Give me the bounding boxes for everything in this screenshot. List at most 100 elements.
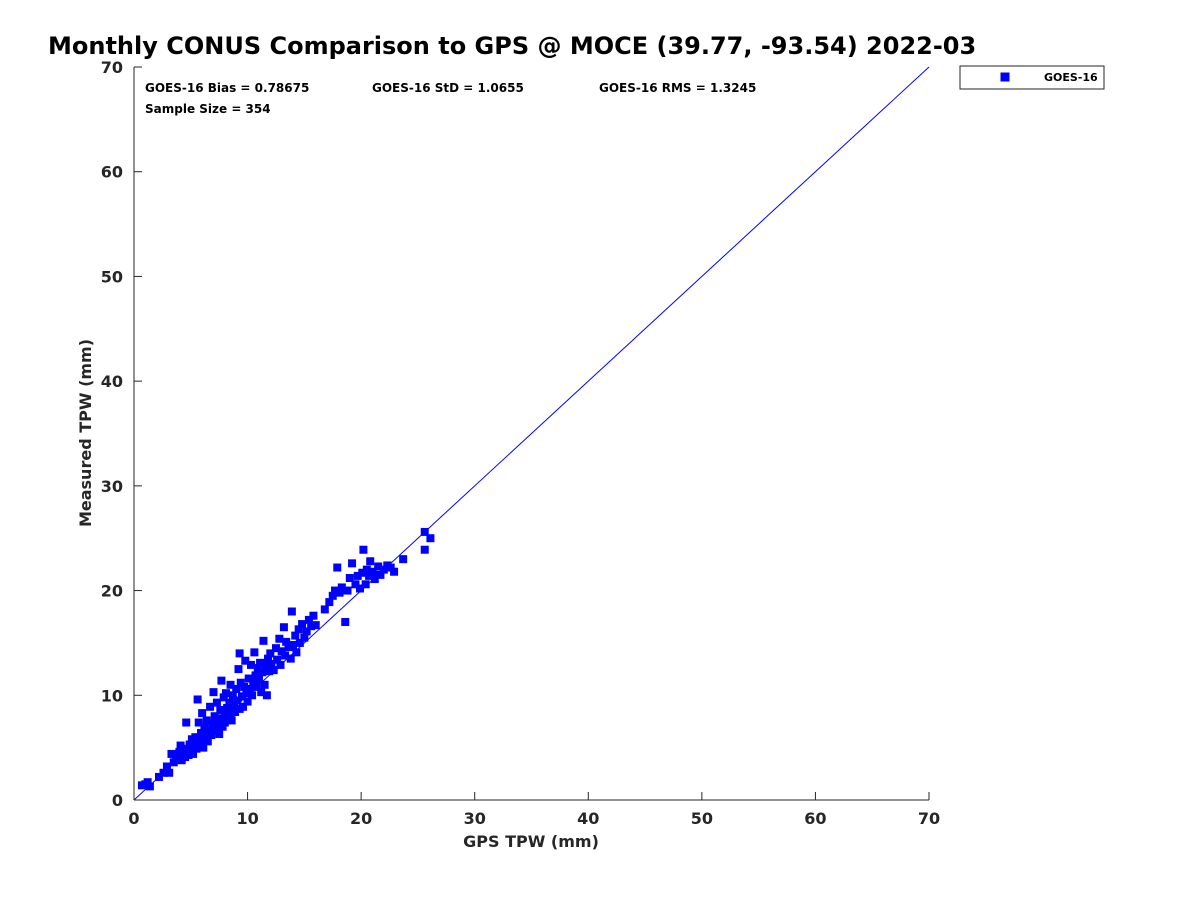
data-point [162,762,171,771]
data-point [226,680,235,689]
data-point [294,625,303,634]
data-point [143,778,152,787]
data-point [252,682,261,691]
data-point [250,648,259,657]
data-point [202,716,211,725]
y-tick-label: 60 [101,163,123,182]
std-stat: GOES-16 StD = 1.0655 [372,81,524,95]
data-point [167,749,176,758]
data-point [356,584,365,593]
data-point [365,571,374,580]
data-point [204,726,213,735]
data-point [236,678,245,687]
data-point [159,768,168,777]
y-tick-label: 70 [101,58,123,77]
data-point [309,611,318,620]
data-point [225,698,234,707]
data-point [300,633,309,642]
data-point [351,580,360,589]
y-axis-label: Measured TPW (mm) [76,339,95,527]
data-point [291,631,300,640]
data-point [362,565,371,574]
data-point [302,627,311,636]
data-point [217,676,226,685]
data-point [214,718,223,727]
one-to-one-line [133,66,930,801]
legend: GOES-16 [959,65,1105,90]
data-point [292,648,301,657]
data-point [320,605,329,614]
data-point [298,620,307,629]
data-point [231,708,240,717]
data-point [223,703,232,712]
data-point [281,651,290,660]
y-tick-label: 50 [101,267,123,286]
x-axis-label: GPS TPW (mm) [463,832,599,851]
data-point [374,562,383,571]
data-point [229,701,238,710]
data-point [194,718,203,727]
data-point [218,722,227,731]
data-point [295,638,304,647]
data-point [165,768,174,777]
data-point [251,671,260,680]
axes: 0 10 20 30 40 50 60 70 0 10 20 30 40 50 60 70 [101,58,940,828]
data-points [137,527,435,791]
x-tick-label: 0 [128,809,139,828]
data-point [331,586,340,595]
data-point [337,583,346,592]
data-point [257,688,266,697]
data-point [203,737,212,746]
x-tick-label: 40 [577,809,599,828]
data-point [206,702,215,711]
data-point [289,641,297,650]
data-point [269,666,278,675]
rms-stat: GOES-16 RMS = 1.3245 [599,81,756,95]
data-point [358,568,367,577]
data-point [245,685,254,694]
x-tick-label: 60 [804,809,826,828]
data-point [208,719,217,728]
data-point [267,659,276,668]
data-point [390,567,399,576]
data-point [333,563,342,572]
data-point [276,660,285,669]
y-tick-label: 0 [112,791,123,810]
data-point [261,661,270,670]
data-point [201,732,210,741]
data-point [282,637,291,646]
data-point [426,534,435,543]
data-point [258,668,267,677]
legend-label: GOES-16 [1044,71,1098,84]
data-point [191,733,200,742]
data-point [212,698,221,707]
data-point [287,607,296,616]
data-point [243,697,252,706]
data-point [304,615,313,624]
data-point [198,736,207,745]
data-point [189,749,198,758]
data-point [273,655,282,664]
data-point [209,688,218,697]
data-point [185,740,194,749]
data-point [376,570,385,579]
data-point [145,782,154,791]
x-tick-label: 30 [464,809,486,828]
y-tick-label: 20 [101,582,123,601]
data-point [328,591,337,600]
x-tick-label: 10 [236,809,258,828]
data-point [259,636,268,645]
data-point [233,696,242,705]
bias-stat: GOES-16 Bias = 0.78675 [145,81,309,95]
data-point [254,675,263,684]
data-point [242,689,251,698]
data-point [226,709,235,718]
data-point [311,621,320,630]
data-point [420,545,429,554]
data-point [399,555,408,564]
data-point [227,716,236,725]
x-tick-label: 70 [918,809,940,828]
data-point [174,752,183,761]
data-point [220,718,229,727]
data-point [386,563,395,572]
